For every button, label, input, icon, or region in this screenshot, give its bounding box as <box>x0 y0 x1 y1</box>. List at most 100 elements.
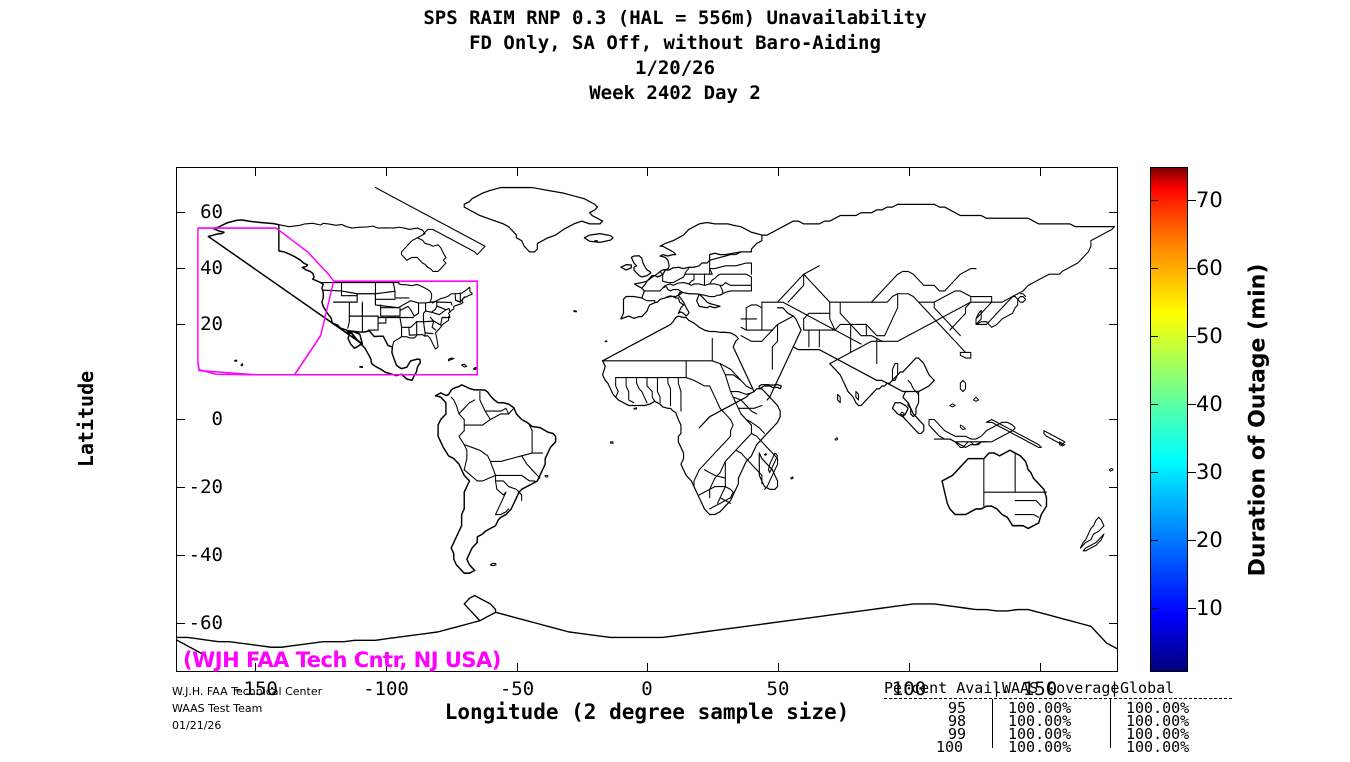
ytick-mark-m20-right <box>1109 487 1118 488</box>
credit-line-3: 01/21/26 <box>172 719 222 732</box>
ytick-label-0: 0 <box>211 408 223 430</box>
ytick-label-m60: -60 <box>188 612 223 634</box>
cbtick-mark-10 <box>1150 608 1158 609</box>
xtick-label-m100: -100 <box>363 678 409 700</box>
cbtick-mark-40-r <box>1188 404 1196 405</box>
ytick-mark-0-right <box>1109 419 1118 420</box>
x-axis-label: Longitude (2 degree sample size) <box>444 700 850 724</box>
ytick-mark-40 <box>176 268 185 269</box>
xtick-label-m50: -50 <box>499 678 535 700</box>
xtick-label-50: 50 <box>766 678 790 700</box>
title-line-4: Week 2402 Day 2 <box>589 82 761 104</box>
cbtick-mark-50-r <box>1188 336 1196 337</box>
ytick-mark-20 <box>176 324 185 325</box>
ytick-label-40: 40 <box>200 257 223 279</box>
world-map <box>177 186 1117 655</box>
cbtick-mark-70-r <box>1188 200 1196 201</box>
ytick-mark-20-right <box>1109 324 1118 325</box>
ytick-label-60: 60 <box>200 201 223 223</box>
cbtick-mark-50 <box>1150 336 1158 337</box>
cbtick-label-30: 30 <box>1196 460 1223 484</box>
watermark-text: (WJH FAA Tech Cntr, NJ USA) <box>183 648 501 672</box>
cbtick-mark-10-r <box>1188 608 1196 609</box>
xtick-mark-50-top <box>778 167 779 176</box>
stats-row-1-global: 100.00% <box>1126 712 1190 730</box>
xtick-mark-150-top <box>1040 167 1041 176</box>
ytick-mark-m40 <box>176 555 185 556</box>
stats-header-sep-1: | <box>992 679 1002 697</box>
stats-header-waas: WAAS Coverage <box>1002 679 1120 697</box>
stats-col-sep-1 <box>992 699 993 748</box>
xtick-mark-100 <box>909 663 910 672</box>
ytick-label-20: 20 <box>200 313 223 335</box>
ytick-mark-m60 <box>176 623 185 624</box>
xtick-mark-m50-top <box>517 167 518 176</box>
xtick-mark-m100 <box>386 663 387 672</box>
title-line-3: 1/20/26 <box>634 57 716 79</box>
colorbar <box>1150 167 1188 672</box>
stats-row-3-waas: 100.00% <box>1008 738 1072 756</box>
stats-row-3-percent: 100 <box>936 738 964 756</box>
y-axis-label: Latitude <box>74 370 98 468</box>
xtick-mark-100-top <box>909 167 910 176</box>
footer-credit: W.J.H. FAA Technical Center WAAS Test Te… <box>172 683 322 734</box>
xtick-mark-m150 <box>255 663 256 672</box>
stats-row-2-waas: 100.00% <box>1008 725 1072 743</box>
ytick-mark-60 <box>176 212 185 213</box>
cbtick-mark-30 <box>1150 472 1158 473</box>
title-line-2: FD Only, SA Off, without Baro-Aiding <box>469 32 881 54</box>
stats-header-percent: Percent Avail. <box>884 679 1011 697</box>
stats-row-1-percent: 98 <box>948 712 967 730</box>
chart-title-block: SPS RAIM RNP 0.3 (HAL = 556m) Unavailabi… <box>0 6 1350 106</box>
cbtick-label-10: 10 <box>1196 596 1223 620</box>
cbtick-label-70: 70 <box>1196 188 1223 212</box>
title-line-1: SPS RAIM RNP 0.3 (HAL = 556m) Unavailabi… <box>423 7 927 29</box>
cbtick-label-60: 60 <box>1196 256 1223 280</box>
cbtick-mark-60 <box>1150 268 1158 269</box>
cbtick-label-20: 20 <box>1196 528 1223 552</box>
credit-line-2: WAAS Test Team <box>172 702 263 715</box>
xtick-label-0: 0 <box>641 678 653 700</box>
xtick-mark-m150-top <box>255 167 256 176</box>
ytick-mark-m20 <box>176 487 185 488</box>
ytick-mark-m60-right <box>1109 623 1118 624</box>
cbtick-mark-30-r <box>1188 472 1196 473</box>
cbtick-label-40: 40 <box>1196 392 1223 416</box>
stats-row-2-percent: 99 <box>948 725 967 743</box>
ytick-label-m20: -20 <box>188 476 223 498</box>
ytick-mark-m40-right <box>1109 555 1118 556</box>
stats-row-0-global: 100.00% <box>1126 699 1190 717</box>
xtick-label-100: 100 <box>891 678 927 700</box>
xtick-label-m150: -150 <box>232 678 278 700</box>
availability-stats-table: Percent Avail. | WAAS Coverage | Global <box>884 681 1174 760</box>
colorbar-title: Duration of Outage (min) <box>1245 263 1271 577</box>
stats-col-sep-2 <box>1110 699 1111 748</box>
stats-header-sep-2: | <box>1110 679 1120 697</box>
ytick-label-m40: -40 <box>188 544 223 566</box>
xtick-mark-m50 <box>517 663 518 672</box>
map-plot-area <box>176 167 1118 672</box>
cbtick-mark-20-r <box>1188 540 1196 541</box>
cbtick-label-50: 50 <box>1196 324 1223 348</box>
xtick-mark-0 <box>647 663 648 672</box>
xtick-mark-150 <box>1040 663 1041 672</box>
colorbar-gradient <box>1150 167 1188 672</box>
stats-header-rule <box>884 698 1232 699</box>
waas-coverage-polygon <box>197 227 478 376</box>
cbtick-mark-60-r <box>1188 268 1196 269</box>
stats-header-global: Global <box>1120 679 1175 697</box>
stats-row-0-percent: 95 <box>948 699 967 717</box>
credit-line-1: W.J.H. FAA Technical Center <box>172 685 323 698</box>
xtick-label-150: 150 <box>1022 678 1058 700</box>
stats-row-1-waas: 100.00% <box>1008 712 1072 730</box>
xtick-mark-50 <box>778 663 779 672</box>
xtick-mark-0-top <box>647 167 648 176</box>
xtick-mark-m100-top <box>386 167 387 176</box>
ytick-mark-40-right <box>1109 268 1118 269</box>
cbtick-mark-70 <box>1150 200 1158 201</box>
stats-row-3-global: 100.00% <box>1126 738 1190 756</box>
cbtick-mark-20 <box>1150 540 1158 541</box>
stats-row-0-waas: 100.00% <box>1008 699 1072 717</box>
ytick-mark-60-right <box>1109 212 1118 213</box>
stats-row-2-global: 100.00% <box>1126 725 1190 743</box>
